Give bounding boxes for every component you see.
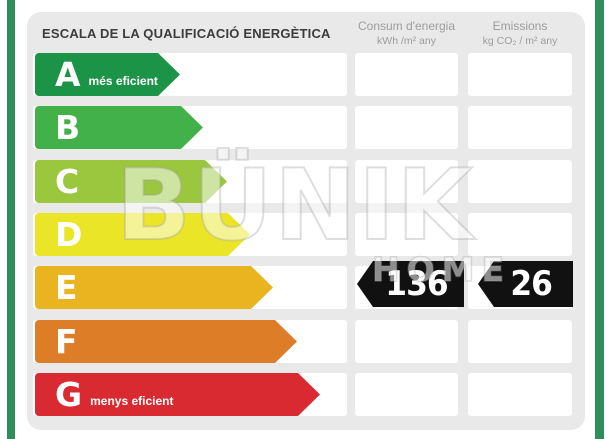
emissions-column-title: Emissions: [492, 19, 548, 33]
energy-cell: [355, 320, 458, 363]
grade-arrow-e: E: [35, 266, 273, 309]
scale-row-f: F: [27, 320, 585, 363]
certificate-panel: ESCALA DE LA QUALIFICACIÓ ENERGÈTICA Con…: [27, 12, 585, 430]
grade-arrow-a: A més eficient: [35, 53, 180, 96]
emissions-cell: [468, 373, 572, 416]
grade-letter-g: G: [55, 375, 83, 414]
scale-row-c: C: [27, 160, 585, 203]
page-title: ESCALA DE LA QUALIFICACIÓ ENERGÈTICA: [42, 26, 331, 41]
grade-arrow-f: F: [35, 320, 297, 363]
energy-cell: [355, 373, 458, 416]
energy-column-units: kWh /m² any: [377, 35, 436, 47]
grade-letter-b: B: [55, 108, 81, 147]
grade-letter-d: D: [55, 215, 83, 254]
emissions-cell: [468, 213, 572, 256]
scale-row-a: A més eficient: [27, 53, 585, 96]
grade-note-g: menys eficient: [90, 393, 174, 408]
grade-note-a: més eficient: [88, 73, 158, 88]
energy-cell: [355, 53, 458, 96]
grade-letter-c: C: [55, 162, 80, 201]
scale-row-b: B: [27, 106, 585, 149]
energy-value: 136: [384, 264, 448, 304]
grade-arrow-b: B: [35, 106, 203, 149]
emissions-cell: [468, 320, 572, 363]
grade-letter-e: E: [55, 268, 78, 307]
grade-arrow-c: C: [35, 160, 227, 203]
emissions-cell: [468, 160, 572, 203]
grade-arrow-g: G menys eficient: [35, 373, 320, 416]
emissions-value: 26: [510, 264, 553, 304]
grade-letter-a: A: [55, 55, 81, 94]
emissions-cell: [468, 53, 572, 96]
scale-row-g: G menys eficient: [27, 373, 585, 416]
energy-cell: [355, 213, 458, 256]
scale-row-d: D: [27, 213, 585, 256]
emissions-cell: [468, 106, 572, 149]
column-header-energy: Consum d'energia kWh /m² any: [355, 19, 458, 48]
column-header-emissions: Emissions kg CO₂ / m² any: [468, 19, 572, 48]
grade-letter-f: F: [55, 322, 78, 361]
frame-bar-right: [595, 0, 604, 439]
grade-arrow-d: D: [35, 213, 250, 256]
emissions-value-arrow: 26: [478, 261, 573, 307]
frame-bar-left: [7, 0, 15, 439]
energy-cell: [355, 106, 458, 149]
energy-cell: [355, 160, 458, 203]
emissions-column-units: kg CO₂ / m² any: [482, 35, 558, 47]
energy-value-arrow: 136: [357, 261, 464, 307]
energy-column-title: Consum d'energia: [357, 19, 455, 33]
